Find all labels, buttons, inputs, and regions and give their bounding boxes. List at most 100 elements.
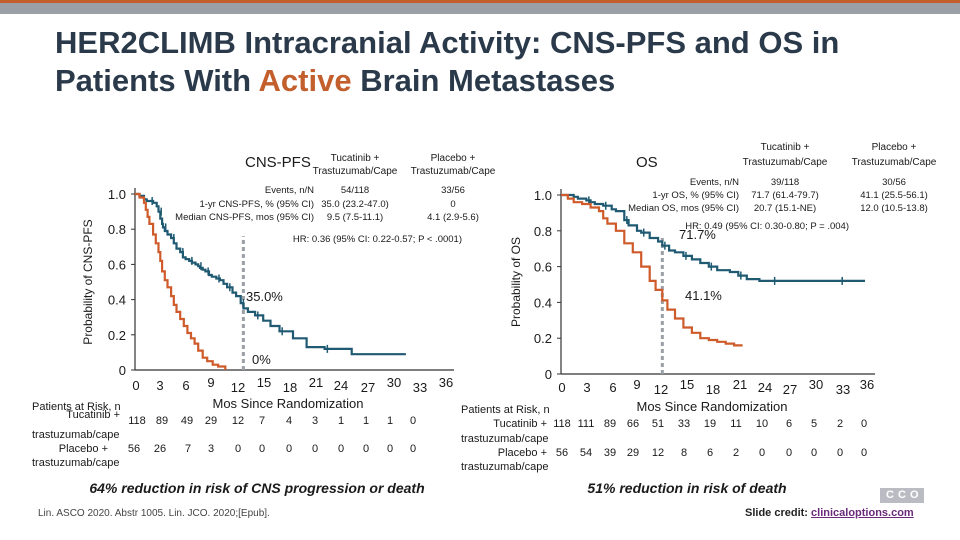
os-legend-row-label: Events, n/N bbox=[690, 177, 739, 188]
cns-y-tick-label: 0 bbox=[119, 363, 126, 378]
cns-at-risk-row-label-2: trastuzumab/cape bbox=[32, 429, 119, 441]
os-tucatinib-1yr-label: 71.7% bbox=[679, 227, 716, 242]
cns-at-risk-value: 0 bbox=[286, 443, 292, 455]
cns-y-tick-label: 1.0 bbox=[108, 187, 126, 202]
cns-at-risk-value: 29 bbox=[205, 415, 217, 427]
cns-at-risk-value: 3 bbox=[208, 443, 214, 455]
cns-placebo-curve bbox=[135, 192, 227, 370]
os-x-tick-label: 9 bbox=[633, 377, 640, 392]
cns-at-risk-title: Patients at Risk, n bbox=[32, 401, 121, 413]
cns-x-tick-label: 0 bbox=[132, 378, 139, 393]
os-y-tick-label: 0.4 bbox=[534, 295, 552, 310]
os-y-tick-label: 0.6 bbox=[534, 260, 552, 275]
os-at-risk-value: 66 bbox=[627, 418, 639, 430]
os-y-tick-label: 1.0 bbox=[534, 188, 552, 203]
os-at-risk-value: 0 bbox=[837, 447, 843, 459]
os-legend-header-tucatinib: Tucatinib + bbox=[761, 142, 810, 153]
cns-at-risk-value: 56 bbox=[128, 443, 140, 455]
os-legend-tucatinib-value: 20.7 (15.1-NE) bbox=[754, 203, 816, 214]
cns-x-tick-label: 15 bbox=[257, 375, 271, 390]
cns-y-tick-label: 0.6 bbox=[108, 257, 126, 272]
os-at-risk-value: 0 bbox=[811, 447, 817, 459]
title-accent-word: Active bbox=[258, 63, 352, 98]
os-summary-statement: 51% reduction in risk of death bbox=[587, 480, 786, 496]
os-legend-tucatinib-value: 39/118 bbox=[771, 177, 799, 188]
os-legend-placebo-value: 41.1 (25.5-56.1) bbox=[860, 190, 928, 201]
os-x-tick-label: 27 bbox=[783, 382, 797, 397]
os-x-tick-label: 6 bbox=[609, 380, 616, 395]
cns-at-risk-value: 0 bbox=[338, 443, 344, 455]
os-at-risk-value: 29 bbox=[627, 447, 639, 459]
cns-at-risk-value: 0 bbox=[363, 443, 369, 455]
cns-pfs-0-label: 0% bbox=[252, 352, 271, 367]
os-x-axis-label: Mos Since Randomization bbox=[636, 399, 787, 414]
os-at-risk-value: 10 bbox=[756, 418, 768, 430]
cns-at-risk-value: 0 bbox=[410, 415, 416, 427]
cns-y-tick-label: 0.2 bbox=[108, 328, 126, 343]
os-x-tick-label: 0 bbox=[558, 380, 565, 395]
cns-at-risk-value: 3 bbox=[312, 415, 318, 427]
cns-y-tick-label: 0.4 bbox=[108, 293, 126, 308]
cns-legend-header-tucatinib: Tucatinib + bbox=[331, 153, 380, 164]
cns-at-risk-row-label: Placebo + bbox=[59, 443, 108, 455]
cns-panel-title: CNS-PFS bbox=[245, 154, 311, 171]
os-y-tick-label: 0.2 bbox=[534, 331, 552, 346]
os-at-risk-value: 19 bbox=[704, 418, 716, 430]
cns-at-risk-row-label-2: trastuzumab/cape bbox=[32, 457, 119, 469]
os-at-risk-value: 5 bbox=[811, 418, 817, 430]
os-x-tick-label: 33 bbox=[836, 382, 850, 397]
cns-x-tick-label: 27 bbox=[361, 380, 375, 395]
os-at-risk-row-label: Placebo + bbox=[498, 447, 547, 459]
cns-y-tick-label: 0.8 bbox=[108, 222, 126, 237]
cns-x-tick-label: 3 bbox=[156, 378, 163, 393]
cco-logo: C C O bbox=[880, 488, 924, 503]
os-at-risk-title: Patients at Risk, n bbox=[461, 404, 550, 416]
os-at-risk-value: 0 bbox=[786, 447, 792, 459]
cns-at-risk-value: 0 bbox=[259, 443, 265, 455]
cns-at-risk-value: 0 bbox=[410, 443, 416, 455]
os-at-risk-value: 11 bbox=[730, 418, 741, 430]
cns-at-risk-value: 12 bbox=[232, 415, 244, 427]
cns-x-tick-label: 30 bbox=[387, 375, 401, 390]
cns-x-tick-label: 12 bbox=[231, 380, 245, 395]
cns-legend-row-label: Events, n/N bbox=[265, 185, 314, 196]
cns-legend-tucatinib-value: 35.0 (23.2-47.0) bbox=[321, 199, 389, 210]
cns-x-tick-label: 9 bbox=[207, 375, 214, 390]
os-at-risk-value: 0 bbox=[861, 447, 867, 459]
os-legend-row-label: 1-yr OS, % (95% CI) bbox=[652, 190, 739, 201]
os-y-tick-label: 0.8 bbox=[534, 224, 552, 239]
credit-link[interactable]: clinicaloptions.com bbox=[811, 507, 914, 519]
slide-title: HER2CLIMB Intracranial Activity: CNS-PFS… bbox=[55, 24, 915, 100]
os-at-risk-value: 54 bbox=[580, 447, 592, 459]
logo-letter-1: C bbox=[886, 489, 894, 501]
os-at-risk-value: 56 bbox=[556, 447, 568, 459]
cns-x-tick-label: 6 bbox=[182, 378, 189, 393]
os-panel-title: OS bbox=[636, 154, 658, 171]
cns-legend-placebo-value: 33/56 bbox=[441, 185, 465, 196]
os-placebo-curve bbox=[561, 193, 743, 347]
title-part-2: Brain Metastases bbox=[351, 63, 616, 98]
os-at-risk-value: 0 bbox=[759, 447, 765, 459]
os-x-tick-label: 12 bbox=[654, 382, 668, 397]
cns-at-risk-value: 89 bbox=[156, 415, 168, 427]
os-x-tick-label: 21 bbox=[733, 377, 747, 392]
cns-pfs-1yr-label: 35.0% bbox=[246, 289, 283, 304]
cns-legend-header-placebo-2: Trastuzumab/Cape bbox=[411, 166, 496, 177]
title-part-1: HER2CLIMB Intracranial Activity: CNS-PFS… bbox=[55, 25, 840, 98]
os-at-risk-value: 39 bbox=[604, 447, 616, 459]
os-legend-row-label: Median OS, mos (95% CI) bbox=[628, 203, 739, 214]
os-legend-header-tucatinib-2: Trastuzumab/Cape bbox=[743, 157, 828, 168]
cns-legend-tucatinib-value: 9.5 (7.5-11.1) bbox=[327, 212, 383, 223]
cns-x-tick-label: 24 bbox=[334, 378, 348, 393]
cns-at-risk-value: 1 bbox=[387, 415, 393, 427]
os-at-risk-value: 12 bbox=[652, 447, 664, 459]
cns-x-tick-label: 33 bbox=[413, 380, 427, 395]
footer-citation: Lin. ASCO 2020. Abstr 1005. Lin. JCO. 20… bbox=[38, 508, 270, 519]
cns-hazard-ratio: HR: 0.36 (95% CI: 0.22-0.57; P < .0001) bbox=[293, 234, 462, 245]
os-hazard-ratio: HR: 0.49 (95% CI: 0.30-0.80; P = .004) bbox=[685, 221, 849, 232]
os-at-risk-value: 51 bbox=[652, 418, 664, 430]
top-bar-accent bbox=[0, 0, 960, 3]
cns-x-tick-label: 21 bbox=[309, 375, 323, 390]
os-x-tick-label: 24 bbox=[758, 380, 772, 395]
